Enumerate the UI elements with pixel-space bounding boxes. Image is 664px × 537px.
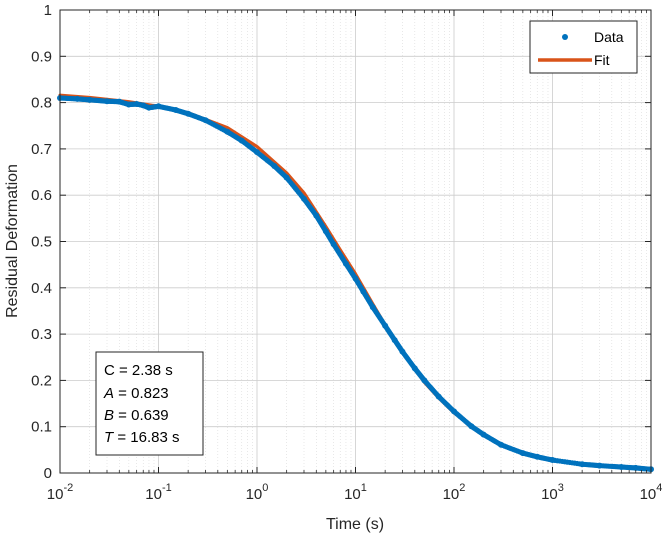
annotation-c: C = 2.38 s [104, 362, 173, 379]
x-tick-label: 102 [443, 482, 466, 503]
legend-data-label: Data [594, 29, 624, 45]
y-tick-label: 0.3 [31, 326, 52, 343]
annotation-t: T = 16.83 s [104, 429, 179, 446]
parameter-annotation: C = 2.38 s A = 0.823 B = 0.639 T = 16.83… [95, 351, 204, 456]
x-tick-label: 104 [640, 482, 663, 503]
x-tick-label: 10-2 [47, 482, 73, 503]
legend-fit-label: Fit [594, 52, 610, 68]
y-tick-labels: 0 0.1 0.2 0.3 0.4 0.5 0.6 0.7 0.8 0.9 1 [31, 2, 52, 482]
y-tick-label: 0 [44, 465, 52, 482]
x-tick-label: 10-1 [145, 482, 171, 503]
y-tick-label: 0.8 [31, 95, 52, 112]
x-tick-label: 101 [344, 482, 367, 503]
y-tick-label: 0.6 [31, 187, 52, 204]
y-tick-label: 0.5 [31, 234, 52, 251]
annotation-b: B = 0.639 [104, 407, 169, 424]
annotation-b-value: = 0.639 [114, 407, 169, 424]
axis-ticks [59, 9, 652, 474]
annotation-a-value: = 0.823 [114, 385, 169, 402]
legend: Data Fit [529, 20, 638, 74]
annotation-a: A = 0.823 [103, 385, 169, 402]
data-series [57, 94, 654, 473]
x-tick-labels: 10-2 10-1 100 101 102 103 104 [47, 482, 663, 503]
y-tick-label: 0.7 [31, 141, 52, 158]
annotation-box [95, 351, 204, 456]
y-tick-label: 0.2 [31, 372, 52, 389]
y-tick-label: 0.1 [31, 419, 52, 436]
legend-box [529, 20, 638, 74]
y-tick-label: 0.4 [31, 280, 52, 297]
x-tick-label: 103 [541, 482, 564, 503]
x-tick-label: 100 [246, 482, 269, 503]
annotation-t-value: = 16.83 s [113, 429, 179, 446]
y-tick-label: 0.9 [31, 48, 52, 65]
annotation-a-symbol: A [103, 385, 114, 402]
y-axis-title: Residual Deformation [4, 164, 21, 318]
y-tick-label: 1 [44, 2, 52, 19]
x-axis-title: Time (s) [326, 516, 384, 533]
annotation-b-symbol: B [104, 407, 114, 424]
annotation-t-symbol: T [104, 429, 115, 446]
legend-data-marker [562, 34, 568, 40]
